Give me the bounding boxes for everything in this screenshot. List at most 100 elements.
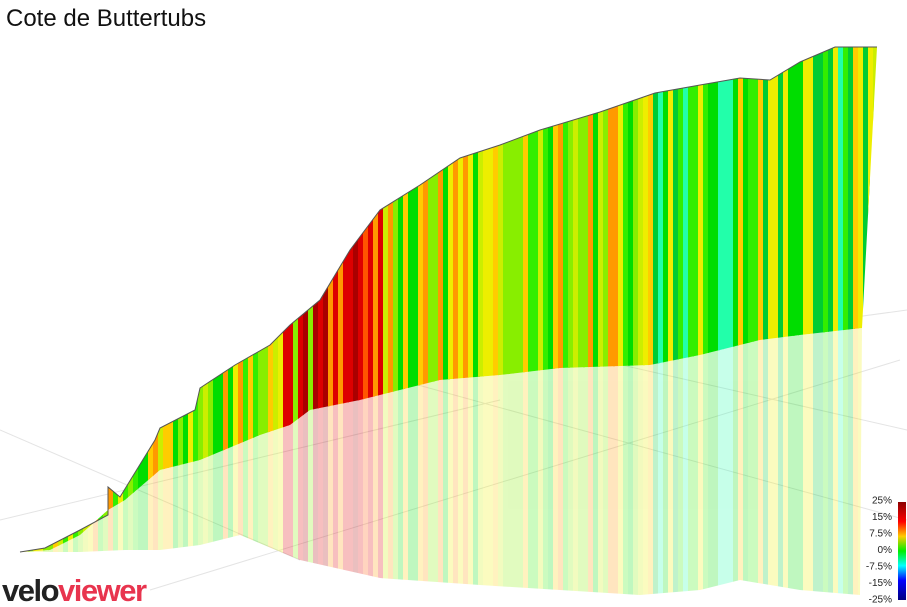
reflection-stripe [598, 328, 604, 595]
reflection-stripe [128, 328, 135, 595]
gradient-stripe [538, 47, 544, 552]
reflection-stripe [58, 328, 64, 595]
gradient-stripe [78, 47, 83, 552]
reflection-stripe [78, 328, 83, 595]
reflection-stripe [858, 328, 862, 595]
gradient-stripe [503, 47, 510, 552]
gradient-stripe [498, 47, 503, 552]
reflection-stripe [318, 328, 323, 595]
gradient-stripe [93, 47, 98, 552]
reflection-stripe [443, 328, 450, 595]
legend-label: -15% [869, 578, 892, 589]
reflection-stripe [398, 328, 405, 595]
reflection-stripe [388, 328, 394, 595]
reflection-stripe [298, 328, 304, 595]
reflection-stripe [703, 328, 709, 595]
gradient-stripe [858, 47, 863, 552]
reflection-stripe [83, 328, 90, 595]
reflection-stripe [258, 328, 263, 595]
gradient-stripe [543, 47, 548, 552]
reflection-stripe [308, 328, 315, 595]
reflection-stripe [323, 328, 330, 595]
reflection-stripe [338, 328, 345, 595]
reflection-stripe [23, 328, 30, 595]
gradient-stripe [748, 47, 754, 552]
reflection-stripe [548, 328, 555, 595]
reflection-stripe [728, 328, 735, 595]
reflection-stripe [488, 328, 495, 595]
gradient-stripe [628, 47, 634, 552]
gradient-stripe [648, 47, 653, 552]
reflection-stripe [863, 300, 870, 600]
reflection-stripe [693, 328, 698, 595]
gradient-stripe [58, 47, 64, 552]
reflection-stripe [798, 328, 803, 595]
reflection-stripe [653, 328, 660, 595]
reflection-stripe [248, 328, 255, 595]
reflection-stripe [378, 328, 383, 595]
reflection-stripe [493, 328, 499, 595]
reflection-stripe [753, 328, 758, 595]
gradient-stripe [603, 47, 608, 552]
gradient-stripe [418, 47, 424, 552]
gradient-stripe [448, 47, 454, 552]
gradient-stripe [468, 47, 473, 552]
reflection-stripe [228, 328, 233, 595]
reflection-stripe [433, 328, 439, 595]
reflection-stripe [613, 328, 619, 595]
reflection-stripe [233, 328, 240, 595]
reflection-stripe [313, 328, 319, 595]
reflection-stripe [733, 328, 739, 595]
reflection-stripe [568, 328, 574, 595]
gradient-stripe [818, 47, 825, 552]
reflection-stripe [193, 328, 199, 595]
legend-label: 15% [872, 512, 892, 523]
reflection-stripe [223, 328, 229, 595]
gradient-stripe [643, 47, 649, 552]
reflection-stripe [603, 328, 608, 595]
gradient-stripe [68, 47, 75, 552]
reflection-stripe [843, 328, 848, 595]
gradient-stripe [458, 47, 465, 552]
gradient-stripe [533, 47, 540, 552]
reflection-stripe [463, 328, 469, 595]
reflection-stripe [583, 328, 589, 595]
gradient-stripe [28, 47, 34, 552]
reflection-stripe [198, 328, 203, 595]
reflection-stripe [403, 328, 409, 595]
reflection-stripe [448, 328, 454, 595]
reflection-stripe [648, 328, 653, 595]
reflection-stripe [783, 328, 788, 595]
reflection-stripe [273, 328, 278, 595]
reflection-stripe [203, 328, 210, 595]
gradient-stripe [343, 47, 349, 552]
legend-label: -7.5% [866, 562, 892, 573]
gradient-stripe [728, 47, 735, 552]
reflection-stripe [218, 328, 225, 595]
reflection-stripe [618, 328, 623, 595]
reflection-stripe [498, 328, 503, 595]
gradient-stripe [378, 47, 383, 552]
gradient-stripe [583, 47, 589, 552]
reflection-stripe [303, 328, 308, 595]
reflection-stripe [813, 328, 818, 595]
reflection-stripe [468, 328, 473, 595]
gradient-stripe [778, 47, 784, 552]
reflection-stripe [343, 328, 349, 595]
gradient-stripe [20, 47, 23, 552]
legend-label: 7.5% [869, 529, 892, 540]
gradient-stripe [808, 47, 814, 552]
gradient-stripe [788, 47, 795, 552]
gradient-stripe [108, 47, 113, 552]
reflection-stripe [428, 328, 435, 595]
reflection-stripe [513, 328, 518, 595]
gradient-stripe [848, 47, 855, 552]
reflection-stripe [263, 328, 270, 595]
gradient-stripe [88, 47, 94, 552]
reflection-stripe [458, 328, 465, 595]
gradient-stripe [613, 47, 619, 552]
reflection-stripe [33, 328, 38, 595]
reflection-stripe [718, 328, 724, 595]
gradient-stripe [48, 47, 53, 552]
gradient-stripe [363, 47, 368, 552]
